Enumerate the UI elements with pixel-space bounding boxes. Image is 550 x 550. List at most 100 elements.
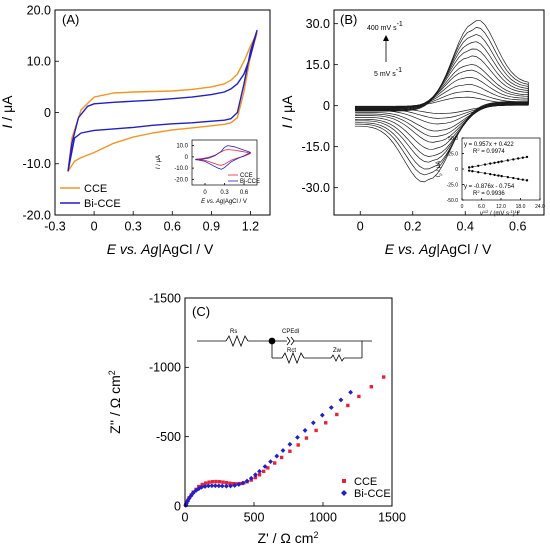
inset-xlabel-close-exponent: 1/2 [515,209,521,214]
nyquist-point-cce [257,473,262,477]
panel-a-inset-ticks: 0 0.3 0.6 -20.0 -10.0 0 10.0 [174,144,249,196]
nyquist-point-cce [266,466,270,470]
panel-a-inset-curves [195,145,251,170]
inset-xlabel-nu-exponent: 1/2 [483,209,489,214]
panel-c-frame [184,297,393,507]
nyquist-point-bi-cce [319,412,325,418]
panel-a-inset-xtick-label: 0 [203,190,207,196]
panel-a-xtick-label: 0.3 [124,220,141,234]
panel-a-inset-xlabel-vs: vs. Ag [205,199,224,205]
panel-a-xtick-label: 0.9 [203,220,220,234]
cpe-element-b [290,336,295,346]
panel-a: (A) -0.3 0 0.3 0.6 0.9 1.2 -20.0 -10.0 0 10.0 20.0… [0,3,271,257]
panel-b-inset-xtick-label: 12.0 [496,204,506,210]
cathodic-fit-r2-value: = 0.9936 [480,191,506,197]
nyquist-point-cce [217,480,222,484]
panel-c-ylabel: Z'' / Ω cm2 [107,370,123,434]
panel-a-xtick-label: 0 [91,220,98,234]
panel-a-inset-xlabel: E vs. Ag|AgCl / V [201,199,247,205]
panel-b-inset-ytick-label: -50.0 [447,198,459,204]
panel-b-inset-bg [462,138,540,200]
cathodic-fit-equation: y = -0.876x - 0.754 [464,184,515,190]
cpe-element-a [286,336,291,346]
inset-xlabel-nu: ν [480,211,483,217]
nyquist-point-bi-cce [310,420,316,426]
inset-xlabel-close: ) [513,211,515,217]
nyquist-point-cce [324,421,328,425]
nyquist-point-cce [288,449,292,453]
circuit-label-cpedl: CPEdl [282,329,299,335]
panel-b-xtick-label: 0.6 [509,220,526,234]
nyquist-point-bi-cce [338,397,344,403]
panel-c-ylabel-exponent: 2 [107,370,117,375]
cv-curve-5-mv [354,96,529,114]
panel-c-xtick-label: 1000 [309,511,337,525]
inset-point-cathodic [521,178,524,181]
resistor-rs [225,334,249,348]
panel-a-xlabel-symbol: E [107,241,117,257]
panel-a-inset-ylabel-unit: / μA [156,155,162,167]
nyquist-point-cce [210,480,215,484]
nyquist-point-bi-cce [206,483,211,489]
inset-point-cathodic [493,173,496,177]
inset-point-cathodic [471,170,474,173]
inset-point-cathodic [525,179,529,182]
panel-b-label: (B) [340,12,357,27]
inset-point-anodic [489,162,492,165]
panel-b-inset-xtick-label: 18.0 [516,204,526,210]
nyquist-point-bi-cce [236,482,242,487]
inset-xlabel-unit: / (mV s [488,211,509,217]
nyquist-point-cce [273,461,277,465]
panel-b-inset-ytick-label: 50.0 [448,136,458,142]
scan-rate-arrow-head [383,35,389,41]
legend-cce-label: CCE [354,476,377,488]
panel-a-inset-xtick-label: 0.6 [240,190,249,196]
panel-b: (B) 0 0.2 0.4 0.6 -30.0 -15.0 0 15.0 30.0 E vs. … [279,9,545,257]
panel-a-inset-ytick-label: -20.0 [174,177,188,183]
panel-a-inset-xtick-label: 0.3 [220,190,229,196]
anodic-fit-r2-symbol: R [473,149,478,155]
nyquist-point-bi-cce [190,490,196,496]
legend-cce-label: CCE [84,183,107,195]
inset-point-anodic [467,166,471,169]
panel-a-inset-ytick-label: 10.0 [176,144,188,150]
inset-point-anodic [521,156,524,159]
panel-b-ytick-label: 15.0 [306,58,330,72]
panel-b-inset-ticks: 0 6.0 12.0 18.0 24.0 -50.0 -25.0 0 25.0 50.0 [447,136,545,210]
nyquist-point-bi-cce [287,441,293,447]
cathodic-fit-r2-symbol: R [473,191,478,197]
panel-a-curves [67,29,258,172]
panel-c-xtick-label: 1500 [378,511,406,525]
panel-c: (C) 0 500 1000 1500 0 -500 -1000 -1500 Z' / Ω c… [107,291,406,546]
panel-a-inset-xlabel-bar: | [223,199,225,205]
panel-a-legend: CCE Bi-CCE [60,183,121,210]
nyquist-point-bi-cce [212,483,218,489]
panel-b-ytick-label: -15.0 [302,140,331,154]
nyquist-point-cce [346,403,350,408]
nyquist-point-cce [357,394,361,399]
panel-c-ylabel-text: Z'' / Ω cm [107,375,123,434]
panel-a-inset-ylabel-symbol: I [156,167,162,169]
nyquist-point-cce [221,480,225,484]
inset-point-anodic [483,163,487,166]
panel-c-label: (C) [192,304,210,319]
panel-a-xtick-label: -0.3 [44,220,66,234]
nyquist-point-cce [207,480,211,484]
panel-a-xlabel-vs: vs. Ag [116,241,158,257]
nyquist-point-bi-cce [188,493,194,498]
panel-b-inset-xtick-label: 0 [461,204,464,210]
panel-a-inset-xlabel-symbol: E [201,199,206,205]
nyquist-point-bi-cce [295,434,300,440]
legend-bicce-label: Bi-CCE [84,198,121,210]
panel-b-curves [354,20,529,183]
inset-point-anodic [525,155,529,159]
inset-point-cathodic [483,172,487,175]
inset-point-cathodic [497,174,500,177]
panel-a-inset-ytick-label: 0 [185,155,189,161]
nyquist-point-bi-cce [280,448,286,453]
panel-a-ytick-label: -20.0 [23,208,52,222]
nyquist-point-cce [279,455,284,460]
panel-b-inset-ytick-label: -25.0 [447,182,459,188]
panel-a-ytick-label: 10.0 [27,55,51,69]
warburg-zw [330,354,345,362]
